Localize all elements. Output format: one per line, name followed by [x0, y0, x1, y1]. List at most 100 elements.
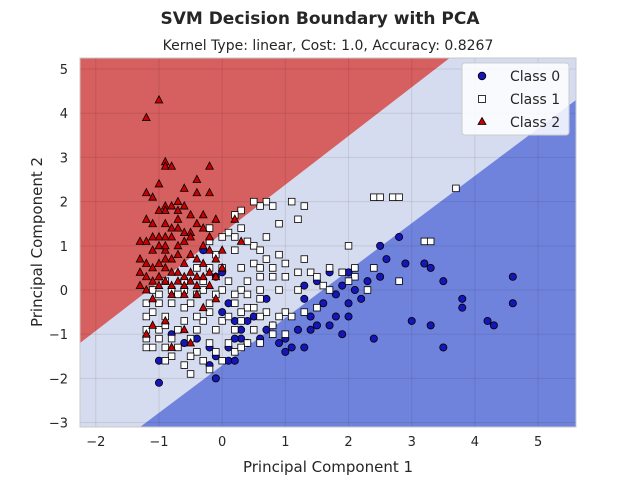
point-class-2: [135, 267, 145, 276]
point-class-0: [350, 286, 359, 295]
point-class-1: [256, 202, 264, 210]
point-class-2: [135, 254, 145, 263]
y-tick-label: 1: [60, 240, 68, 255]
point-class-1: [256, 273, 264, 281]
point-class-2: [192, 174, 202, 183]
point-class-2: [173, 223, 183, 232]
point-class-2: [160, 254, 170, 263]
point-class-1: [231, 290, 239, 299]
x-tick-labels: −2 −1 0 1 2 3 4 5: [86, 435, 542, 450]
point-class-0: [426, 263, 435, 272]
point-class-1: [243, 290, 252, 299]
y-tick-label: −3: [49, 417, 68, 432]
point-class-1: [287, 197, 296, 206]
point-class-0: [508, 299, 517, 308]
point-class-2: [173, 240, 183, 250]
legend-marker-class-0: [477, 71, 487, 81]
point-class-0: [230, 316, 239, 325]
x-tick-label: −1: [149, 435, 168, 450]
point-class-1: [269, 330, 277, 338]
point-class-1: [338, 268, 346, 277]
point-class-2: [179, 258, 189, 267]
point-class-0: [306, 325, 315, 334]
point-class-1: [269, 202, 277, 210]
point-class-2: [141, 258, 151, 267]
point-class-1: [161, 357, 169, 365]
x-tick-label: 5: [534, 435, 542, 450]
point-class-1: [231, 233, 239, 241]
point-class-2: [186, 231, 196, 241]
point-class-1: [256, 339, 264, 347]
point-class-0: [376, 241, 385, 250]
point-class-2: [148, 276, 158, 285]
point-class-1: [294, 286, 302, 294]
point-class-1: [250, 259, 258, 268]
point-class-0: [369, 334, 378, 343]
point-class-0: [154, 378, 163, 387]
point-class-1: [262, 233, 271, 241]
point-class-1: [237, 286, 245, 294]
y-tick-label: 3: [60, 151, 68, 166]
point-class-1: [269, 264, 277, 272]
point-class-1: [148, 308, 157, 316]
point-class-2: [179, 200, 189, 210]
point-class-0: [344, 299, 353, 308]
point-class-2: [230, 214, 240, 223]
point-class-0: [262, 294, 271, 303]
chart-subtitle: Kernel Type: linear, Cost: 1.0, Accuracy…: [163, 38, 494, 54]
point-class-2: [135, 236, 145, 245]
point-class-2: [173, 205, 183, 214]
x-tick-label: −2: [86, 435, 105, 450]
point-class-1: [155, 334, 163, 343]
legend: Class 0 Class 1 Class 2: [461, 62, 570, 136]
point-class-2: [167, 161, 177, 170]
point-class-1: [319, 281, 327, 290]
point-class-1: [325, 286, 334, 294]
point-class-2: [160, 161, 170, 170]
point-class-2: [154, 280, 164, 289]
point-class-1: [231, 348, 239, 356]
point-class-1: [231, 299, 239, 307]
point-class-1: [306, 268, 315, 277]
point-class-0: [154, 356, 163, 365]
point-class-0: [325, 321, 334, 330]
point-class-0: [407, 316, 416, 325]
y-axis-label: Principal Component 2: [28, 157, 46, 327]
point-class-1: [237, 343, 245, 352]
point-class-0: [300, 343, 309, 352]
point-class-1: [389, 193, 397, 201]
point-class-1: [224, 339, 233, 347]
point-class-2: [205, 245, 214, 254]
x-tick-label: 2: [344, 435, 352, 450]
point-class-0: [262, 325, 271, 334]
point-class-2: [160, 231, 170, 241]
point-class-2: [192, 218, 202, 228]
point-class-2: [186, 267, 196, 276]
point-class-1: [180, 361, 188, 369]
point-class-1: [212, 348, 220, 356]
point-class-1: [218, 357, 226, 365]
point-class-1: [218, 286, 226, 294]
point-class-1: [193, 348, 201, 356]
point-class-2: [198, 271, 208, 281]
point-class-1: [155, 299, 163, 307]
point-class-2: [167, 231, 177, 241]
point-class-1: [281, 273, 290, 281]
point-class-2: [179, 271, 189, 281]
point-class-1: [243, 237, 252, 246]
point-class-1: [256, 246, 264, 254]
point-class-1: [351, 264, 359, 272]
point-class-2: [167, 280, 177, 289]
point-class-1: [294, 215, 302, 223]
point-class-2: [173, 196, 183, 206]
point-class-1: [300, 255, 309, 263]
chart-title: SVM Decision Boundary with PCA: [160, 9, 480, 29]
point-class-1: [205, 339, 214, 347]
point-class-1: [174, 290, 182, 299]
x-tick-label: 1: [281, 435, 289, 450]
point-class-0: [458, 294, 467, 303]
point-class-1: [237, 317, 245, 325]
point-class-2: [154, 240, 164, 250]
point-class-2: [160, 218, 170, 228]
